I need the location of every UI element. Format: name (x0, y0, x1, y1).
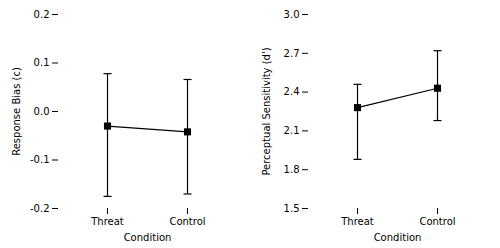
svg-text:Threat: Threat (340, 216, 374, 227)
svg-text:2.7: 2.7 (284, 48, 300, 59)
svg-text:Response Bias (c): Response Bias (c) (11, 67, 22, 156)
svg-text:Perceptual Sensitivity (d'): Perceptual Sensitivity (d') (261, 47, 272, 175)
svg-text:-0.1: -0.1 (30, 154, 50, 165)
svg-text:0.2: 0.2 (34, 9, 50, 20)
svg-text:Condition: Condition (124, 232, 172, 243)
svg-text:Control: Control (169, 216, 205, 227)
svg-text:Threat: Threat (90, 216, 124, 227)
svg-text:0.1: 0.1 (34, 57, 50, 68)
svg-text:1.8: 1.8 (284, 164, 300, 175)
svg-text:3.0: 3.0 (284, 9, 300, 20)
svg-text:2.1: 2.1 (284, 125, 300, 136)
svg-text:1.5: 1.5 (284, 203, 300, 214)
svg-text:0.0: 0.0 (34, 106, 50, 117)
svg-text:-0.2: -0.2 (30, 203, 50, 214)
svg-text:Condition: Condition (374, 232, 422, 243)
svg-text:Control: Control (419, 216, 455, 227)
svg-text:2.4: 2.4 (284, 86, 300, 97)
